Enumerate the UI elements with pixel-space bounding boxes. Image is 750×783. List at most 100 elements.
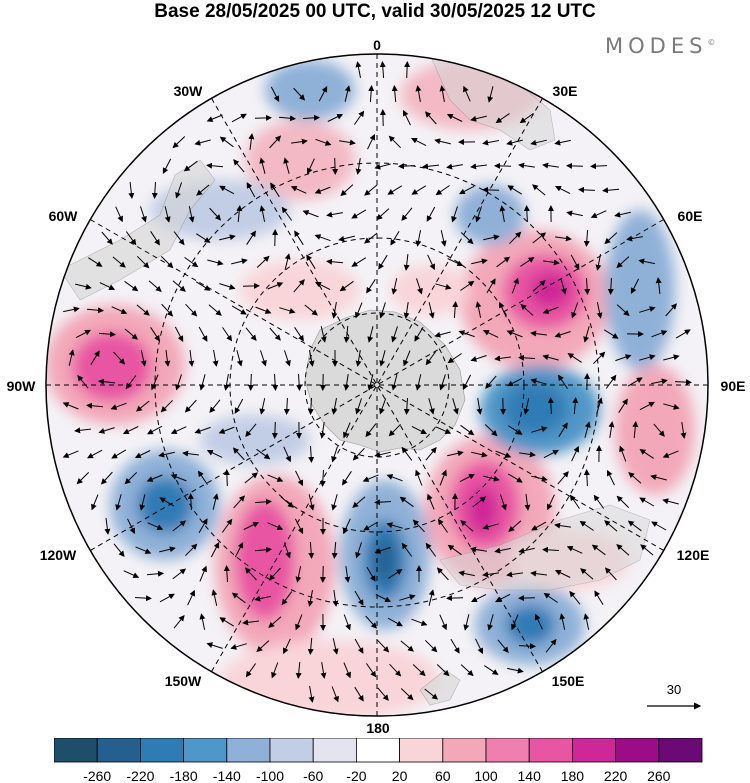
wind-arrow xyxy=(87,449,103,459)
wind-arrow xyxy=(160,256,174,269)
wind-arrow xyxy=(485,375,497,389)
wind-arrow xyxy=(567,353,582,363)
wind-arrow xyxy=(159,546,176,553)
wind-arrow xyxy=(616,304,630,317)
colorbar-tick-label: -180 xyxy=(170,768,198,783)
wind-arrow xyxy=(351,209,367,219)
wind-arrow xyxy=(518,643,536,650)
wind-arrow xyxy=(185,543,198,557)
wind-arrow xyxy=(173,615,185,629)
wind-arrow xyxy=(254,114,272,121)
wind-arrow xyxy=(374,547,391,554)
wind-arrow xyxy=(245,663,257,678)
wind-arrow xyxy=(584,421,591,438)
wind-arrow xyxy=(246,230,256,245)
wind-arrow xyxy=(651,378,668,385)
wind-arrow xyxy=(63,306,80,313)
wind-arrow xyxy=(439,614,447,631)
wind-arrow xyxy=(497,639,509,653)
wind-arrow xyxy=(524,494,531,511)
wind-arrow xyxy=(593,351,606,365)
wind-arrow xyxy=(88,257,103,267)
wind-arrow xyxy=(256,640,270,653)
wind-arrow xyxy=(247,373,254,391)
wind-arrow xyxy=(331,398,338,415)
colorbar-swatch xyxy=(183,738,228,763)
wind-arrow xyxy=(332,590,339,607)
wind-arrow xyxy=(135,400,150,412)
colorbar-swatch xyxy=(312,738,357,763)
wind-arrow xyxy=(172,280,186,292)
wind-arrow xyxy=(425,447,437,461)
wind-arrow xyxy=(195,281,211,291)
wind-arrow xyxy=(460,664,474,677)
wind-arrow xyxy=(400,640,414,652)
wind-arrow xyxy=(136,304,150,316)
wind-arrow xyxy=(210,542,220,558)
wind-arrow xyxy=(639,354,656,361)
wind-arrow xyxy=(434,331,451,338)
wind-arrow xyxy=(219,185,235,195)
wind-arrow xyxy=(307,637,314,655)
wind-arrow xyxy=(436,664,450,677)
wind-arrow xyxy=(663,403,680,410)
wind-arrow xyxy=(219,617,235,627)
wind-arrow xyxy=(471,593,487,603)
wind-arrow xyxy=(314,186,331,194)
wind-arrow xyxy=(486,278,496,294)
wind-arrow xyxy=(283,157,290,174)
wind-arrow xyxy=(111,306,128,314)
wind-arrow xyxy=(318,86,328,102)
wind-arrow xyxy=(463,85,471,102)
wind-arrow xyxy=(331,494,338,511)
lon-label-60e: 60E xyxy=(678,208,703,224)
wind-arrow xyxy=(446,595,464,602)
wind-arrow xyxy=(231,305,247,315)
wind-arrow xyxy=(437,518,449,533)
wind-arrow xyxy=(446,113,463,122)
wind-arrow xyxy=(223,565,230,583)
wind-arrow xyxy=(580,568,594,580)
wind-arrow xyxy=(295,470,304,487)
wind-arrow xyxy=(547,397,554,415)
wind-arrow xyxy=(626,235,643,242)
brand-text: MODES xyxy=(605,34,708,58)
wind-arrow xyxy=(426,206,436,222)
wind-arrow xyxy=(616,544,630,556)
wind-arrow xyxy=(307,397,314,415)
wind-arrow xyxy=(245,327,257,341)
wind-arrow xyxy=(399,594,416,601)
new-zealand-land xyxy=(419,669,461,706)
wind-arrow xyxy=(651,521,667,531)
wind-arrow xyxy=(194,139,211,146)
wind-arrow xyxy=(76,472,90,485)
lon-label-0: 0 xyxy=(373,37,381,53)
wind-arrow xyxy=(377,687,389,701)
wind-arrow xyxy=(244,567,257,581)
wind-arrow xyxy=(520,257,535,267)
wind-arrow xyxy=(364,184,378,196)
wind-arrow xyxy=(452,398,459,415)
wind-arrow xyxy=(411,185,427,195)
wind-arrow xyxy=(170,474,187,482)
colorbar-swatch xyxy=(269,738,314,763)
lon-label-30w: 30W xyxy=(174,83,204,99)
wind-arrow xyxy=(518,354,536,361)
wind-arrow xyxy=(496,256,511,268)
wind-arrow xyxy=(377,639,390,653)
wind-arrow xyxy=(487,86,494,103)
wind-arrow xyxy=(293,279,305,293)
wind-arrow xyxy=(475,638,484,655)
wind-arrow xyxy=(272,373,279,391)
wind-arrow xyxy=(379,398,387,415)
wind-arrow xyxy=(651,330,668,338)
wind-arrow xyxy=(518,547,535,554)
wind-arrow xyxy=(554,569,571,578)
wind-arrow xyxy=(304,304,318,316)
wind-arrow xyxy=(74,427,91,434)
lon-label-60w: 60W xyxy=(49,208,79,224)
wind-arrow xyxy=(223,374,230,391)
wind-arrow xyxy=(403,254,410,271)
wind-arrow xyxy=(482,523,499,530)
wind-arrow xyxy=(460,280,475,291)
